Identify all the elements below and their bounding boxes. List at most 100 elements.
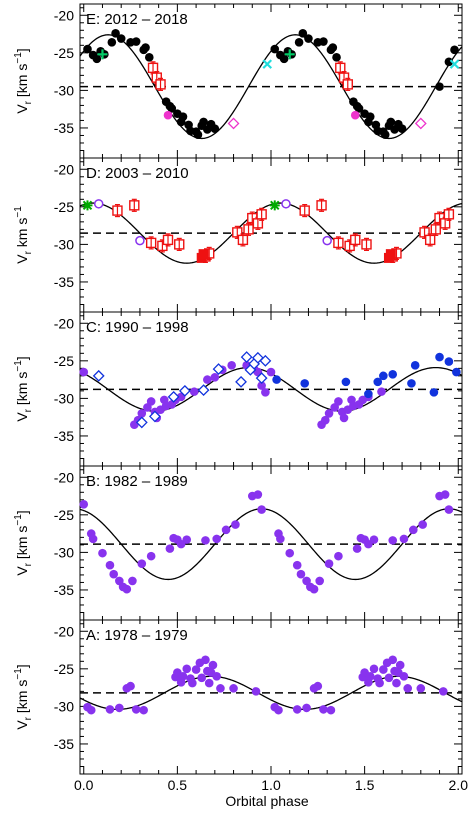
data-point [167,390,180,403]
data-point [380,130,390,140]
data-point [112,203,123,218]
data-point [199,117,208,127]
data-point [79,500,89,509]
data-point [285,548,295,558]
data-point [430,222,441,236]
data-point [105,705,115,714]
y-tick-label: -25 [54,45,74,61]
y-tick-label: -30 [54,390,74,406]
data-point [227,361,236,370]
series-plus [97,49,295,60]
data-point [92,369,105,382]
series-filled-circle [272,352,461,399]
data-point [334,551,343,561]
data-point [392,678,401,688]
data-point [174,237,185,251]
data-point [92,54,102,64]
data-point [369,664,379,674]
data-point [253,490,263,499]
x-tick-label: 1.0 [261,777,281,793]
data-point [178,384,191,397]
y-tick-label: -25 [54,507,74,523]
data-point [182,535,192,544]
data-point [350,110,360,120]
x-axis-label: Orbital phase [225,793,308,809]
data-point [384,673,394,683]
panel-title: D: 2003 – 2010 [86,165,189,182]
data-point [229,684,238,693]
data-point [116,34,126,43]
data-point [388,655,398,665]
y-tick-label: -35 [54,428,74,444]
y-tick-label: -35 [54,736,74,752]
data-point [407,379,416,388]
data-point [212,534,221,544]
data-point [352,544,362,553]
panel-d: -20 -25 -30 -35 Vr km s−1 D: 2003 – 2010 [13,157,463,313]
series-filled-circle [163,110,360,120]
data-point [227,117,240,130]
data-point [88,534,98,544]
y-tick-label: -25 [54,353,74,369]
data-point [212,672,221,681]
data-point [410,361,420,370]
data-point [294,38,304,47]
data-point [182,664,192,674]
data-point [232,225,243,239]
data-point [272,375,281,384]
data-point [188,678,197,688]
x-ticks [83,158,459,312]
data-point [276,534,285,544]
data-point [296,569,306,579]
x-tick-label: 0.0 [74,777,94,793]
y-axis-label: Vr [km s−1] [13,510,34,575]
x-ticks [83,312,459,466]
data-point [377,387,386,396]
data-point [83,44,92,54]
data-point [111,28,120,38]
data-point [131,37,141,46]
series-cross [262,59,460,69]
y-tick-label: -30 [54,82,74,98]
data-point [414,117,427,130]
data-point [131,705,141,714]
data-point [399,534,409,544]
data-point [424,233,436,247]
y-axis-label: Vr [km s−1] [13,356,34,421]
x-tick-labels: 0.0 0.5 1.0 1.5 2.0 [74,777,468,793]
data-point [418,520,427,529]
data-point [261,388,270,397]
x-ticks [83,620,459,774]
data-point [259,354,272,367]
data-point [292,560,302,570]
data-point [375,678,384,688]
data-point [139,705,148,715]
data-point [322,235,332,246]
x-tick-label: 0.5 [168,777,188,793]
data-point [93,199,104,209]
data-point [216,684,225,693]
y-tick-label: -20 [54,161,74,177]
data-point [324,559,334,568]
data-point [438,687,448,696]
panel-a: -20 -25 -30 -35 Vr [km s−1] A: 1978 – 1979 [13,619,463,775]
data-point [137,409,147,418]
data-point [165,544,175,553]
data-point [197,673,207,683]
data-point [315,576,324,586]
data-point [257,505,266,514]
data-point [298,28,308,38]
data-point [326,705,336,715]
data-point [210,373,220,382]
data-point [399,672,409,681]
series-filled-circle [79,490,454,594]
y-tick-label: -35 [54,120,74,136]
series-star [82,200,280,211]
data-point [270,44,280,54]
panel-title: C: 1990 – 1998 [86,319,189,336]
data-point [365,112,375,121]
data-point [128,576,137,586]
x-tick-label: 1.5 [355,777,375,793]
data-point [379,371,388,381]
